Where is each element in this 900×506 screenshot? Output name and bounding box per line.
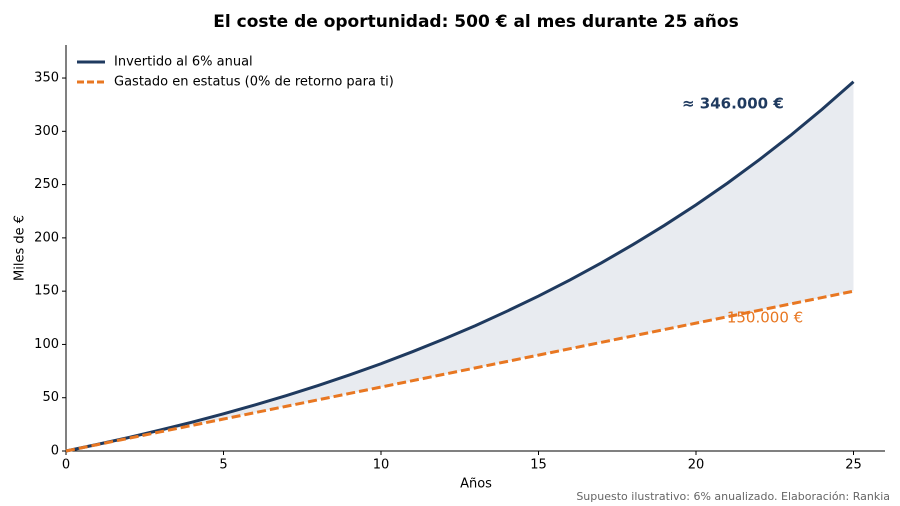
- y-tick-label: 300: [34, 124, 59, 139]
- legend-label: Invertido al 6% anual: [114, 55, 253, 70]
- legend-label: Gastado en estatus (0% de retorno para t…: [114, 75, 394, 90]
- y-tick-label: 350: [34, 71, 59, 86]
- chart-title: El coste de oportunidad: 500 € al mes du…: [213, 12, 738, 32]
- x-tick-label: 20: [688, 458, 705, 473]
- annotation: ≈ 346.000 €: [682, 95, 784, 113]
- footnote: Supuesto ilustrativo: 6% anualizado. Ela…: [576, 490, 890, 503]
- y-tick-label: 200: [34, 230, 59, 245]
- x-tick-label: 25: [845, 458, 862, 473]
- x-tick-label: 10: [373, 458, 390, 473]
- y-axis-label: Miles de €: [13, 215, 28, 281]
- gap-area: [66, 81, 854, 451]
- y-tick-label: 150: [34, 284, 59, 299]
- annotation: 150.000 €: [727, 309, 803, 327]
- y-tick-label: 0: [51, 444, 59, 459]
- series-line: [65, 289, 854, 453]
- y-tick-label: 50: [42, 390, 59, 405]
- x-tick-label: 15: [530, 458, 547, 473]
- y-tick-label: 250: [34, 177, 59, 192]
- x-axis-label: Años: [460, 477, 492, 492]
- x-tick-label: 0: [62, 458, 70, 473]
- x-tick-label: 5: [219, 458, 227, 473]
- y-tick-label: 100: [34, 337, 59, 352]
- series-line: [65, 80, 855, 453]
